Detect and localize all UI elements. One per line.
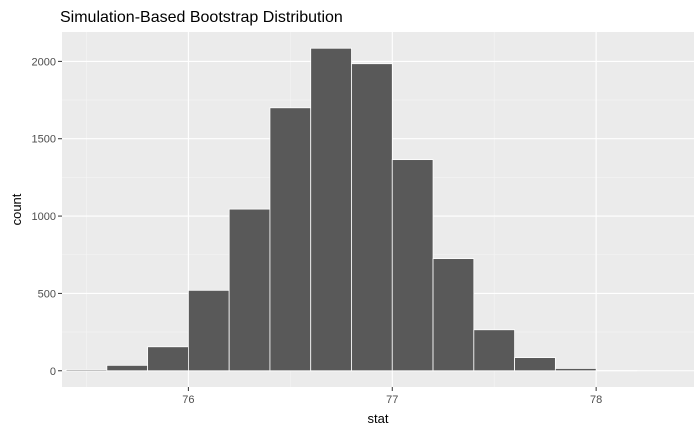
chart-title: Simulation-Based Bootstrap Distribution <box>60 9 343 26</box>
histogram-bar <box>310 47 352 372</box>
histogram-bar <box>106 364 149 372</box>
histogram-bar <box>65 369 108 372</box>
histogram-bar <box>147 346 189 372</box>
x-tick-label: 77 <box>386 394 398 406</box>
histogram-bar <box>554 368 597 372</box>
x-axis: 76 77 78 <box>182 387 602 406</box>
y-axis: 0 500 1000 1500 2000 <box>32 56 62 378</box>
y-axis-title: count <box>9 193 24 225</box>
histogram-bar <box>473 329 515 372</box>
histogram-bar <box>228 208 271 372</box>
histogram-bar <box>514 357 556 372</box>
histogram-bar <box>432 258 475 372</box>
histogram-bar <box>351 63 393 372</box>
x-axis-title: stat <box>368 411 389 426</box>
histogram-bar <box>269 107 312 372</box>
y-tick-label: 0 <box>50 366 56 378</box>
y-tick-label: 1500 <box>32 134 56 146</box>
x-tick-label: 78 <box>590 394 602 406</box>
histogram-bar <box>187 289 230 372</box>
y-tick-label: 1000 <box>32 211 56 223</box>
histogram-bars <box>65 47 638 372</box>
y-tick-label: 2000 <box>32 56 56 68</box>
x-tick-label: 76 <box>182 394 194 406</box>
y-tick-label: 500 <box>38 288 56 300</box>
histogram-bar <box>391 159 434 372</box>
